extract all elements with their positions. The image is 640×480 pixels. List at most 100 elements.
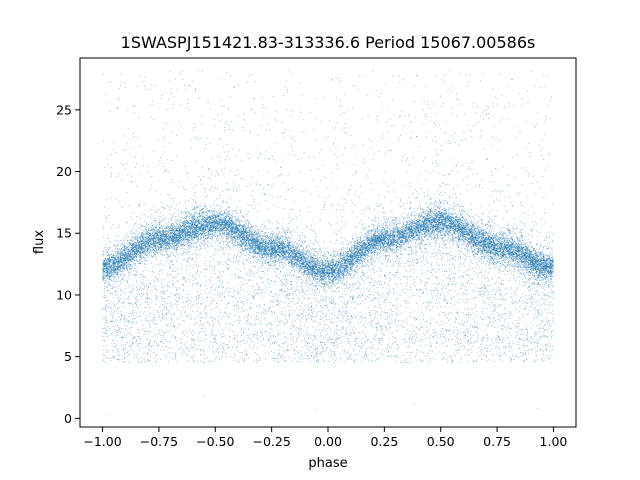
data-point xyxy=(458,218,460,220)
data-point xyxy=(321,266,323,268)
data-point xyxy=(354,243,356,244)
data-point xyxy=(238,221,239,223)
data-point xyxy=(517,237,519,239)
data-point xyxy=(119,261,121,263)
data-point xyxy=(177,240,179,242)
data-point xyxy=(295,248,297,250)
data-point xyxy=(469,241,471,243)
data-point xyxy=(330,255,332,257)
data-point xyxy=(290,246,292,248)
data-point xyxy=(552,266,554,267)
data-point xyxy=(501,258,503,259)
data-point xyxy=(531,276,533,278)
data-point xyxy=(342,269,344,271)
data-point xyxy=(333,269,335,270)
data-point xyxy=(151,240,152,242)
data-point xyxy=(297,250,299,252)
data-point xyxy=(102,255,104,257)
data-point xyxy=(377,229,378,231)
data-point xyxy=(478,234,480,236)
data-point xyxy=(260,249,262,251)
data-point xyxy=(190,231,192,233)
data-point xyxy=(310,252,312,254)
data-point xyxy=(357,260,359,262)
data-point xyxy=(377,222,379,224)
data-point xyxy=(142,237,144,239)
data-point xyxy=(507,229,509,231)
data-point xyxy=(183,241,185,242)
data-point xyxy=(251,249,253,251)
data-point xyxy=(285,245,287,247)
data-point xyxy=(331,260,333,262)
data-point xyxy=(277,237,279,239)
data-point xyxy=(389,237,391,239)
data-point xyxy=(317,275,319,277)
data-point xyxy=(436,233,438,235)
data-point xyxy=(237,241,239,243)
data-point xyxy=(130,269,132,271)
data-point xyxy=(528,257,530,259)
data-point xyxy=(179,242,181,243)
data-point xyxy=(530,252,532,254)
data-point xyxy=(323,255,325,256)
data-point xyxy=(476,248,478,250)
data-point xyxy=(477,232,479,234)
data-point xyxy=(508,228,509,230)
data-point xyxy=(546,257,548,259)
data-point xyxy=(283,231,285,233)
data-point xyxy=(298,261,300,263)
data-point xyxy=(429,228,431,230)
data-point xyxy=(543,260,545,262)
data-point xyxy=(448,223,450,224)
data-point xyxy=(335,273,337,275)
data-point xyxy=(212,235,214,237)
data-point xyxy=(260,242,262,244)
data-point xyxy=(162,225,164,227)
data-point xyxy=(148,239,150,241)
data-point xyxy=(421,235,422,237)
data-point xyxy=(255,242,257,244)
data-point xyxy=(540,279,542,281)
data-point xyxy=(228,213,230,215)
data-point xyxy=(249,236,251,238)
data-point xyxy=(179,230,181,232)
data-point xyxy=(476,250,478,252)
data-point xyxy=(156,253,158,254)
data-point xyxy=(551,251,553,253)
data-point xyxy=(149,246,151,248)
data-point xyxy=(434,227,436,229)
data-point xyxy=(261,253,263,255)
data-point xyxy=(374,238,376,239)
data-point xyxy=(491,220,493,221)
data-point xyxy=(212,231,214,233)
data-point xyxy=(408,226,410,228)
data-point xyxy=(200,230,202,231)
data-point xyxy=(499,241,501,243)
data-point xyxy=(171,228,173,230)
data-point xyxy=(216,235,218,236)
data-point xyxy=(267,263,269,265)
data-point xyxy=(474,253,476,255)
data-point xyxy=(364,260,365,262)
data-point xyxy=(225,220,227,222)
data-point xyxy=(539,265,540,267)
data-point xyxy=(112,259,114,260)
data-point xyxy=(263,245,265,247)
data-point xyxy=(201,215,203,217)
data-point xyxy=(333,264,335,266)
data-point xyxy=(396,217,397,219)
data-point xyxy=(485,241,487,243)
data-point xyxy=(394,245,396,247)
data-point xyxy=(529,260,531,262)
data-point xyxy=(208,237,210,239)
data-point xyxy=(542,260,543,262)
data-point xyxy=(120,261,122,263)
data-point xyxy=(282,239,284,241)
data-point xyxy=(492,261,494,263)
data-point xyxy=(140,243,142,245)
data-point xyxy=(166,237,168,239)
data-point xyxy=(311,263,313,265)
data-point xyxy=(178,226,180,228)
data-point xyxy=(479,237,480,239)
data-point xyxy=(540,267,542,269)
